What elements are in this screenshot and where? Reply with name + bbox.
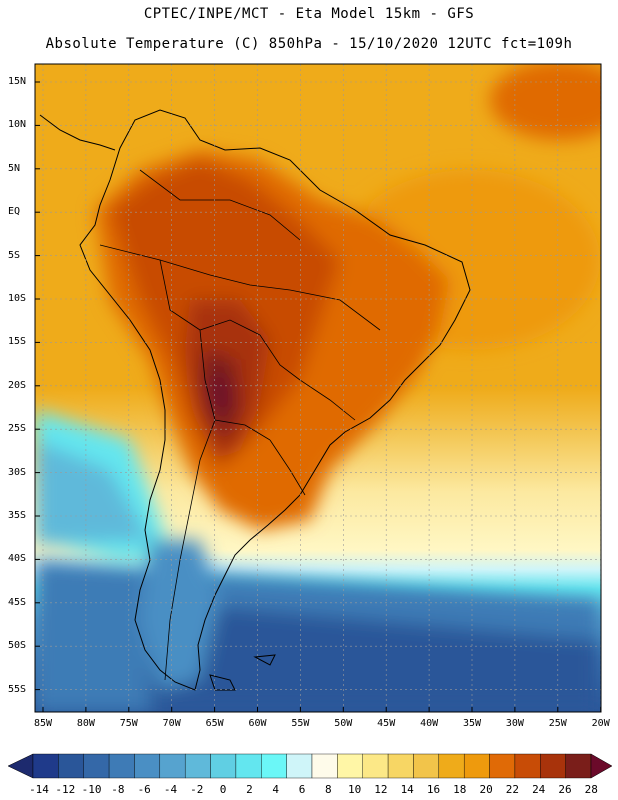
colorbar-segment: [83, 753, 110, 779]
colorbar-label: 18: [453, 783, 467, 796]
latitude-label: 10S: [8, 293, 27, 304]
latitude-label: 40S: [8, 553, 27, 565]
longitude-label: 85W: [33, 718, 53, 729]
colorbar-segment: [489, 753, 516, 779]
colorbar-high-arrow: [590, 753, 613, 779]
colorbar-label: 28: [584, 783, 598, 796]
colorbar-label: 4: [272, 783, 279, 796]
colorbar-label: -10: [81, 783, 102, 796]
colorbar-label: 12: [374, 783, 388, 796]
colorbar-segment: [565, 753, 592, 779]
map-frame: [34, 63, 602, 713]
longitude-label: 65W: [205, 718, 224, 729]
latitude-label: EQ: [8, 206, 21, 218]
colorbar-label: -12: [55, 783, 76, 796]
colorbar-label: 8: [324, 783, 332, 796]
coastlines: [39, 109, 471, 691]
latitude-label: 30S: [8, 466, 27, 478]
longitude-label: 20W: [591, 718, 610, 729]
latitude-label: 10N: [8, 119, 27, 131]
colorbar-segment: [311, 753, 338, 779]
colorbar: [7, 753, 613, 779]
colorbar-label: 14: [400, 783, 414, 796]
colorbar-label: 22: [505, 783, 520, 796]
latitude-label: 20S: [8, 379, 27, 391]
longitude-label: 55W: [291, 718, 310, 729]
colorbar-label: 6: [298, 783, 306, 796]
colorbar-label: 26: [558, 783, 572, 796]
colorbar-segment: [463, 753, 490, 779]
longitude-label: 60W: [248, 718, 267, 729]
graticule: [35, 64, 601, 712]
colorbar-segment: [108, 753, 135, 779]
colorbar-segment: [58, 753, 84, 779]
longitude-label: 45W: [377, 718, 396, 729]
colorbar-segment: [413, 753, 440, 779]
longitude-label: 25W: [548, 718, 567, 729]
colorbar-label: 20: [479, 783, 493, 796]
colorbar-segment: [514, 753, 541, 779]
latitude-label: 5S: [8, 249, 21, 261]
chart-title-line1: CPTEC/INPE/MCT - Eta Model 15km - GFS: [143, 6, 475, 22]
colorbar-label: 0: [219, 783, 227, 796]
country-borders: [99, 169, 381, 681]
colorbar-segment: [387, 753, 414, 779]
longitude-label: 80W: [76, 718, 95, 729]
colorbar-segment: [337, 753, 363, 779]
latitude-label: 15S: [8, 336, 27, 348]
colorbar-label: 2: [246, 783, 253, 796]
latitude-label: 55S: [8, 683, 27, 695]
colorbar-label: -2: [190, 783, 204, 796]
longitude-label: 35W: [462, 718, 482, 729]
latitude-label: 25S: [8, 423, 27, 435]
longitude-label: 75W: [119, 718, 138, 729]
colorbar-label: 16: [426, 783, 441, 796]
colorbar-segment: [540, 753, 566, 779]
latitude-label: 15N: [8, 76, 27, 87]
longitude-label: 50W: [334, 718, 353, 729]
colorbar-segment: [438, 753, 465, 779]
longitude-label: 30W: [505, 718, 524, 729]
colorbar-segment: [210, 753, 237, 779]
temperature-field: [35, 64, 601, 712]
colorbar-segment: [286, 753, 313, 779]
chart-title-line2: Absolute Temperature (C) 850hPa - 15/10/…: [45, 36, 573, 52]
colorbar-label: -6: [137, 783, 151, 796]
colorbar-label: -14: [29, 783, 49, 796]
colorbar-segment: [184, 753, 211, 779]
latitude-label: 5N: [8, 162, 21, 174]
longitude-label: 40W: [420, 718, 439, 729]
colorbar-label: 24: [532, 783, 546, 796]
colorbar-segment: [159, 753, 186, 779]
colorbar-label: 10: [347, 783, 362, 796]
latitude-label: 35S: [8, 510, 27, 521]
colorbar-label: -8: [111, 783, 125, 796]
latitude-label: 45S: [8, 596, 27, 608]
colorbar-segment: [235, 753, 262, 779]
colorbar-segment: [362, 753, 389, 779]
latitude-label: 50S: [8, 640, 27, 652]
longitude-label: 70W: [162, 718, 181, 729]
colorbar-segment: [134, 753, 161, 779]
colorbar-low-arrow: [7, 753, 34, 779]
colorbar-segment: [32, 753, 59, 779]
colorbar-segment: [261, 753, 287, 779]
colorbar-label: -4: [163, 783, 178, 796]
